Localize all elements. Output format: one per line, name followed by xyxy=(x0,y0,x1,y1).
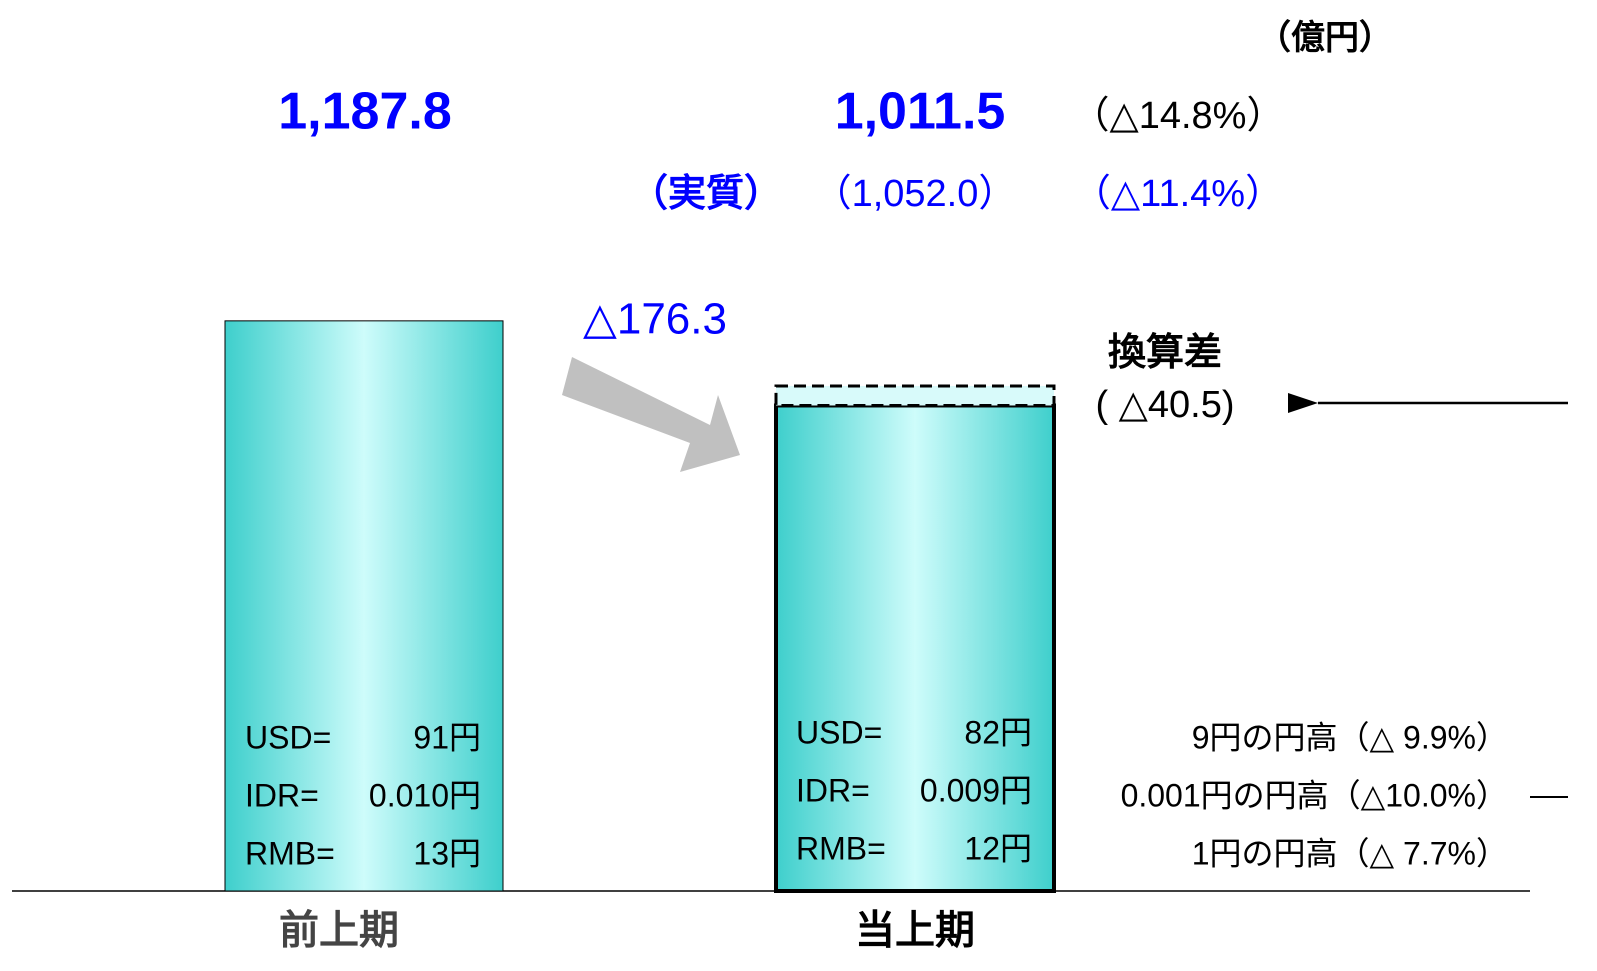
rate-currency: IDR= xyxy=(245,777,319,813)
rate-value: 91円 xyxy=(413,719,481,755)
rate-currency: RMB= xyxy=(796,830,886,866)
rate-note: 9円の円高（△ 9.9%） xyxy=(1192,719,1508,755)
rate-note: 0.001円の円高（△10.0%） xyxy=(1121,777,1508,813)
category-label: 当上期 xyxy=(855,909,975,953)
change-label: △176.3 xyxy=(583,295,727,344)
real-value: （1,052.0） xyxy=(814,173,1017,215)
real-name: （実質） xyxy=(630,173,782,215)
rate-note: 1円の円高（△ 7.7%） xyxy=(1192,835,1508,871)
real-pct: （△11.4%） xyxy=(1073,173,1283,215)
change-arrow xyxy=(562,357,740,472)
rate-currency: USD= xyxy=(796,714,882,750)
rate-value: 0.010円 xyxy=(369,777,481,813)
value-label: 1,187.8 xyxy=(278,83,452,141)
conversion-name: 換算差 xyxy=(1108,332,1222,374)
value-label: 1,011.5 xyxy=(835,83,1006,141)
rate-value: 0.009円 xyxy=(920,772,1032,808)
rate-value: 12円 xyxy=(964,830,1032,866)
rate-currency: IDR= xyxy=(796,772,870,808)
conversion-label: ( △40.5) xyxy=(1095,384,1234,426)
rate-value: 82円 xyxy=(964,714,1032,750)
bar xyxy=(224,320,504,892)
rate-currency: USD= xyxy=(245,719,331,755)
unit-label: （億円） xyxy=(1257,18,1393,57)
conversion-segment xyxy=(774,384,1056,407)
rate-currency: RMB= xyxy=(245,835,335,871)
change-pct: （△14.8%） xyxy=(1072,95,1285,137)
category-label: 前上期 xyxy=(279,909,399,953)
bar xyxy=(774,403,1056,893)
rate-value: 13円 xyxy=(413,835,481,871)
